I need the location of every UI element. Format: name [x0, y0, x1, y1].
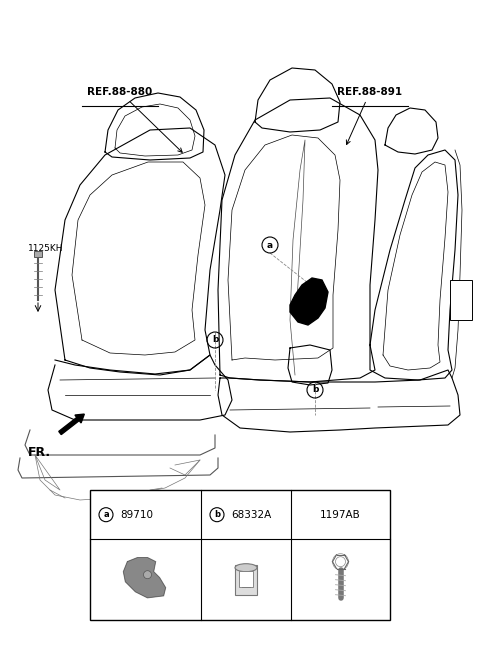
- Text: REF.88-891: REF.88-891: [337, 87, 403, 144]
- Ellipse shape: [235, 564, 257, 571]
- Bar: [34, 251, 42, 257]
- Text: 1125KH: 1125KH: [28, 244, 63, 253]
- Bar: [235, 565, 257, 595]
- Text: b: b: [214, 510, 220, 519]
- Text: 68332A: 68332A: [231, 510, 271, 520]
- Text: b: b: [312, 386, 318, 394]
- Text: REF.88-880: REF.88-880: [87, 87, 182, 152]
- Text: FR.: FR.: [28, 446, 51, 459]
- Text: a: a: [267, 241, 273, 249]
- Text: a: a: [103, 510, 109, 519]
- Polygon shape: [290, 278, 328, 325]
- Text: 1197AB: 1197AB: [320, 510, 361, 520]
- Text: 89710: 89710: [120, 510, 153, 520]
- Text: b: b: [212, 335, 218, 344]
- Bar: [450, 280, 472, 320]
- FancyArrow shape: [59, 414, 84, 434]
- Bar: [90, 490, 390, 620]
- Polygon shape: [123, 558, 166, 598]
- Bar: [239, 571, 253, 586]
- Circle shape: [144, 571, 152, 579]
